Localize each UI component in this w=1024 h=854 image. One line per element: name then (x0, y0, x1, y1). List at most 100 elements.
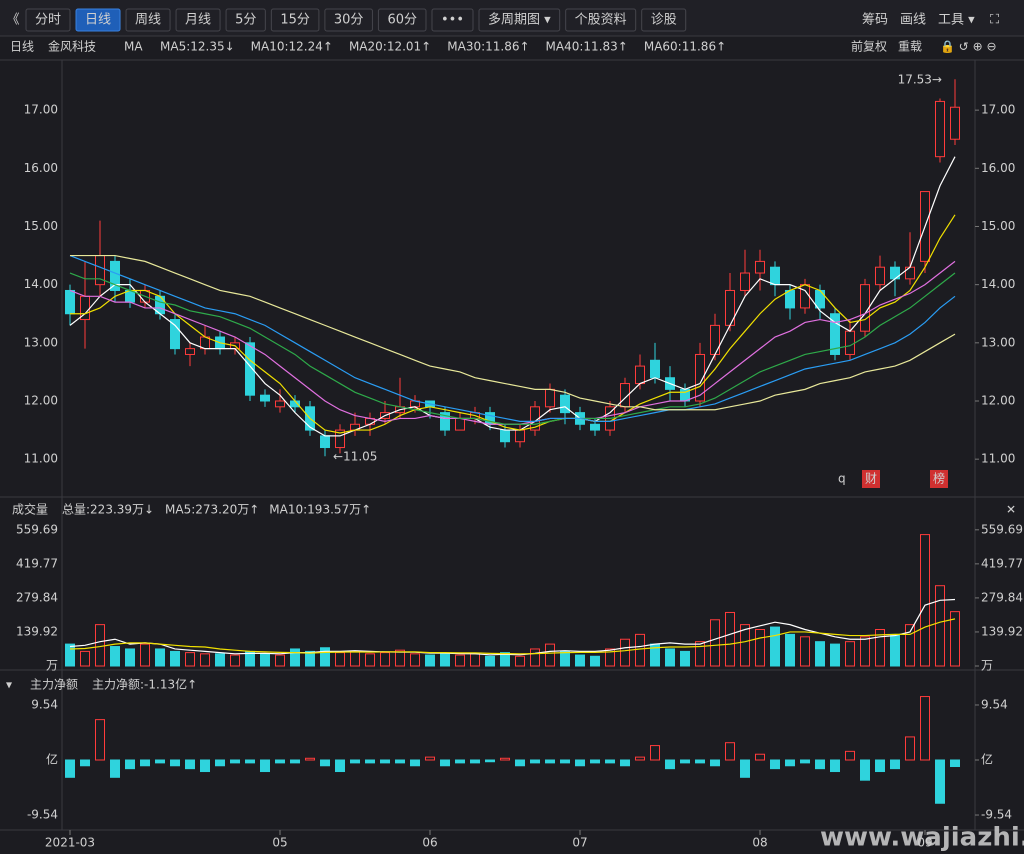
reload[interactable]: 重载 (898, 40, 922, 54)
candle-body (950, 106, 960, 140)
toolbar-button-label[interactable]: 15分 (280, 13, 310, 28)
bar (530, 648, 540, 667)
bar (410, 653, 420, 667)
bar (125, 759, 135, 770)
toolbar-button-label[interactable]: 分时 (35, 13, 61, 28)
candle-body (500, 429, 510, 443)
toolbar-button[interactable] (125, 8, 171, 32)
bar (305, 650, 315, 667)
marker-box (862, 470, 880, 488)
bar (605, 759, 615, 764)
legend-entry: MA60:11.86↑ (644, 40, 726, 54)
candle-body (740, 272, 750, 291)
watermark: www.wajiazhi.com (820, 823, 1024, 853)
flow-legend: 主力净额:-1.13亿↑ (92, 677, 197, 692)
y-tick-label: 16.00 (981, 161, 1015, 175)
ma-line (69, 255, 956, 422)
candle-body (320, 435, 330, 449)
y-tick-label: 279.84 (981, 590, 1023, 604)
flow-title: 主力净额 (30, 678, 78, 692)
bar (410, 759, 420, 767)
y-tick-label: 9.54 (31, 697, 58, 711)
toolbar-button-label[interactable]: 60分 (387, 13, 417, 28)
bar (740, 759, 750, 778)
bar (440, 759, 450, 767)
toolbar-button-label[interactable]: 30分 (334, 13, 364, 28)
toolbar-button[interactable] (270, 8, 320, 32)
bar (425, 756, 435, 761)
candle-body (440, 412, 450, 431)
y-tick-label: 559.69 (16, 522, 58, 536)
toolbar-button[interactable] (25, 8, 71, 32)
bar (365, 653, 375, 667)
bar (215, 653, 225, 667)
toolbar-button[interactable] (641, 8, 687, 32)
toolbar-button-label[interactable]: 多周期图 ▾ (488, 12, 551, 28)
y-tick-label: 14.00 (981, 277, 1015, 291)
bar (110, 646, 120, 667)
toolbar-button[interactable] (478, 8, 561, 32)
y-tick-label: 139.92 (981, 624, 1023, 638)
toolbar-button[interactable] (175, 8, 221, 32)
bar (635, 756, 645, 761)
toolbar-button[interactable] (377, 8, 427, 32)
stock-name: 金风科技 (48, 39, 96, 54)
toolbar-button[interactable] (75, 8, 121, 32)
candle-body (710, 324, 720, 355)
candle-body (515, 429, 525, 443)
toolbar-button-label[interactable]: 5分 (235, 13, 256, 28)
y-tick-label: 15.00 (24, 219, 58, 233)
icons[interactable]: 🔒 ↺ ⊕ ⊖ (940, 40, 997, 54)
bar (65, 643, 75, 667)
candle-body (695, 353, 705, 402)
bar (80, 650, 90, 667)
toolbar-button-label[interactable]: 个股资料 (575, 13, 627, 28)
bar (200, 759, 210, 773)
candle-body (590, 423, 600, 431)
candle-body (770, 266, 780, 286)
candle-body (455, 417, 465, 431)
toolbar-button-label[interactable]: 《 (6, 13, 19, 28)
legend-entry: MA10:12.24↑ (251, 40, 333, 54)
bar (935, 585, 945, 667)
toolbar-button[interactable] (324, 8, 373, 32)
candle-body (245, 342, 255, 396)
marker[interactable]: 榜 (933, 471, 945, 486)
candle-body (185, 348, 195, 355)
close-icon[interactable]: ✕ (1006, 503, 1016, 517)
toolbar-tool[interactable]: 画线 (900, 13, 926, 28)
legend-entry: MA10:193.57万↑ (269, 503, 371, 517)
fullscreen-icon[interactable]: ⛶ (989, 13, 1000, 28)
toolbar-button-label[interactable]: 周线 (135, 13, 161, 28)
toolbar-button[interactable] (565, 8, 637, 32)
bar (815, 641, 825, 667)
ma-line (69, 156, 956, 437)
bar (860, 636, 870, 667)
bar (620, 759, 630, 767)
candle-body (785, 289, 795, 309)
bar (725, 611, 735, 667)
adjust[interactable]: 前复权 (851, 39, 887, 54)
bar (560, 650, 570, 667)
legend-entry: MA5:273.20万↑ (165, 503, 259, 517)
y-tick-label: 12.00 (981, 393, 1015, 407)
bar (665, 648, 675, 667)
bar (635, 633, 645, 667)
toolbar-button[interactable] (225, 8, 266, 32)
bar (335, 759, 345, 773)
collapse-icon[interactable]: ▾ (6, 678, 12, 692)
toolbar-button-label[interactable]: ••• (441, 13, 464, 28)
toolbar-button-label[interactable]: 诊股 (651, 13, 677, 28)
candle-body (635, 365, 645, 385)
y-tick-label: 279.84 (16, 590, 58, 604)
toolbar-button-label[interactable]: 月线 (185, 13, 211, 28)
toolbar-button[interactable] (431, 8, 474, 32)
bar (920, 696, 930, 761)
toolbar-tool[interactable]: 筹码 (862, 12, 888, 28)
ma-line (69, 618, 956, 655)
marker[interactable]: q (838, 472, 846, 486)
toolbar-tool[interactable]: 工具 ▾ (938, 13, 975, 28)
toolbar-button-label[interactable]: 日线 (85, 13, 111, 28)
marker[interactable]: 财 (865, 472, 877, 486)
